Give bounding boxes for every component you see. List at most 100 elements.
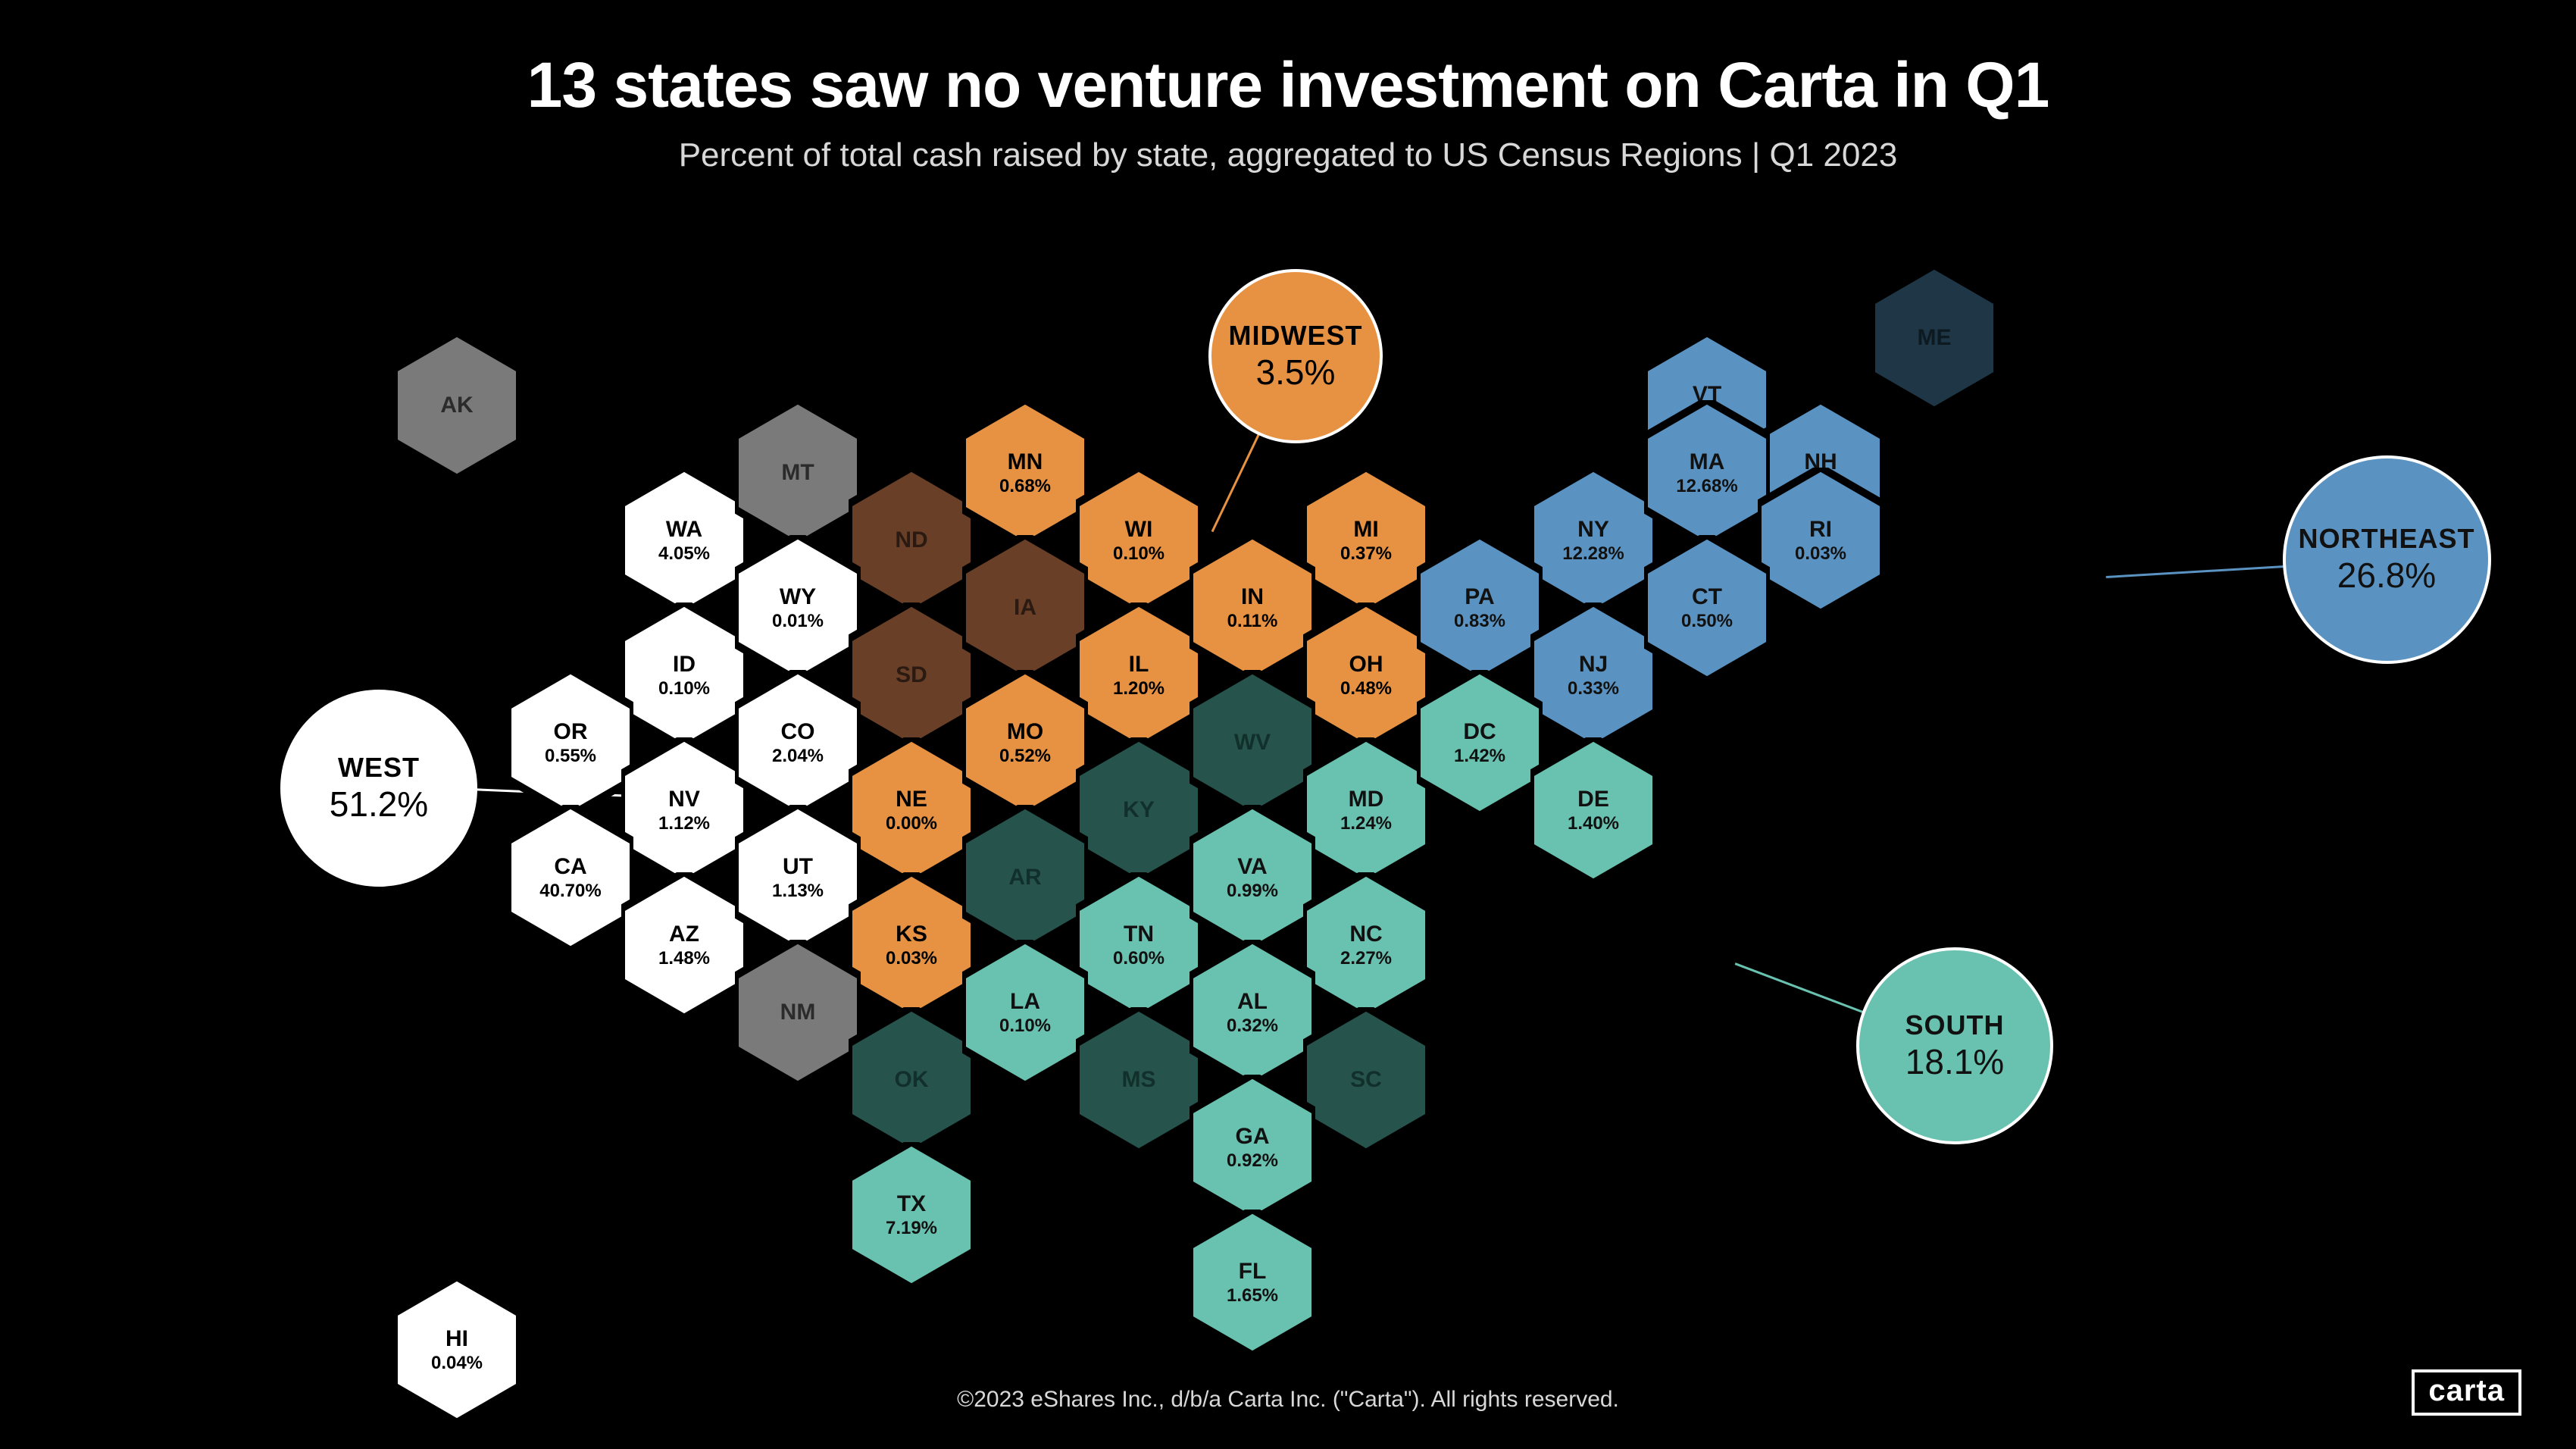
state-hex-ok: OK	[849, 1007, 974, 1153]
state-value: 1.12%	[658, 812, 710, 834]
state-hex-nd: ND	[849, 468, 974, 613]
state-hex-nc: NC2.27%	[1303, 872, 1429, 1018]
state-code: NM	[780, 1000, 816, 1026]
state-code: HI	[431, 1326, 483, 1353]
state-value: 0.83%	[1454, 610, 1505, 631]
state-value: 1.20%	[1113, 678, 1165, 699]
state-code: WA	[658, 517, 710, 543]
state-value: 0.01%	[772, 610, 824, 631]
state-value: 0.52%	[999, 745, 1051, 766]
region-bubble-midwest: MIDWEST3.5%	[1208, 269, 1383, 443]
state-code: NC	[1340, 922, 1392, 948]
state-hex-or: OR0.55%	[508, 670, 633, 815]
state-value: 0.99%	[1227, 880, 1278, 901]
region-pct: 26.8%	[2337, 555, 2436, 596]
state-hex-id: ID0.10%	[621, 602, 747, 748]
state-code: VA	[1227, 854, 1278, 881]
state-hex-nj: NJ0.33%	[1530, 602, 1656, 748]
state-value: 0.48%	[1340, 678, 1392, 699]
state-code: CT	[1681, 584, 1733, 611]
state-hex-dc: DC1.42%	[1417, 670, 1543, 815]
state-value: 0.03%	[1795, 543, 1846, 564]
state-hex-ky: KY	[1076, 737, 1202, 883]
state-code: MI	[1340, 517, 1392, 543]
state-code: MD	[1340, 787, 1392, 813]
state-value: 1.40%	[1568, 812, 1619, 834]
state-hex-mo: MO0.52%	[962, 670, 1088, 815]
state-code: IA	[1014, 595, 1036, 621]
state-value: 0.04%	[431, 1352, 483, 1373]
region-label: NORTHEAST	[2299, 523, 2475, 555]
state-code: FL	[1227, 1259, 1278, 1285]
state-value: 0.10%	[658, 678, 710, 699]
state-hex-wy: WY0.01%	[735, 535, 861, 681]
state-value: 1.48%	[658, 947, 710, 969]
state-hex-me: ME	[1871, 265, 1997, 411]
state-code: UT	[772, 854, 824, 881]
state-hex-oh: OH0.48%	[1303, 602, 1429, 748]
state-hex-mn: MN0.68%	[962, 400, 1088, 546]
state-hex-sc: SC	[1303, 1007, 1429, 1153]
state-code: RI	[1795, 517, 1846, 543]
state-value: 12.28%	[1562, 543, 1624, 564]
state-value: 0.37%	[1340, 543, 1392, 564]
state-hex-hi: HI0.04%	[394, 1277, 520, 1422]
region-pct: 18.1%	[1905, 1041, 2004, 1082]
state-value: 0.03%	[886, 947, 937, 969]
state-code: CA	[539, 854, 601, 881]
state-hex-ks: KS0.03%	[849, 872, 974, 1018]
region-pct: 51.2%	[330, 784, 428, 825]
state-hex-tn: TN0.60%	[1076, 872, 1202, 1018]
state-hex-ms: MS	[1076, 1007, 1202, 1153]
hex-map: AKWA4.05%MTNDMN0.68%WI0.10%MI0.37%MEVT0.…	[114, 243, 2462, 1319]
region-bubble-west: WEST51.2%	[280, 690, 477, 887]
state-hex-al: AL0.32%	[1190, 940, 1315, 1085]
region-label: MIDWEST	[1229, 320, 1363, 352]
state-code: WV	[1234, 730, 1271, 756]
state-code: MA	[1676, 449, 1737, 476]
state-code: OR	[545, 719, 596, 746]
state-hex-mi: MI0.37%	[1303, 468, 1429, 613]
state-hex-nm: NM	[735, 940, 861, 1085]
state-hex-in: IN0.11%	[1190, 535, 1315, 681]
state-code: AK	[440, 393, 473, 419]
state-code: NV	[658, 787, 710, 813]
state-hex-ca: CA40.70%	[508, 805, 633, 950]
state-code: WI	[1113, 517, 1165, 543]
state-code: KY	[1123, 797, 1155, 824]
state-value: 1.65%	[1227, 1285, 1278, 1306]
state-code: OK	[895, 1067, 929, 1094]
state-value: 4.05%	[658, 543, 710, 564]
state-hex-de: DE1.40%	[1530, 737, 1656, 883]
state-hex-ga: GA0.92%	[1190, 1075, 1315, 1220]
region-bubble-northeast: NORTHEAST26.8%	[2283, 455, 2491, 664]
state-code: MN	[999, 449, 1051, 476]
state-hex-il: IL1.20%	[1076, 602, 1202, 748]
state-hex-co: CO2.04%	[735, 670, 861, 815]
state-code: ID	[658, 652, 710, 678]
state-hex-mt: MT	[735, 400, 861, 546]
state-code: NE	[886, 787, 937, 813]
state-value: 0.32%	[1227, 1015, 1278, 1036]
state-code: NY	[1562, 517, 1624, 543]
state-value: 0.55%	[545, 745, 596, 766]
state-hex-ia: IA	[962, 535, 1088, 681]
carta-logo: carta	[2412, 1369, 2521, 1416]
state-code: DC	[1454, 719, 1505, 746]
state-code: IN	[1227, 584, 1278, 611]
state-code: GA	[1227, 1124, 1278, 1150]
state-hex-ri: RI0.03%	[1758, 468, 1884, 613]
state-value: 0.10%	[1113, 543, 1165, 564]
state-hex-ma: MA12.68%	[1644, 400, 1770, 546]
state-hex-ne: NE0.00%	[849, 737, 974, 883]
state-code: NJ	[1568, 652, 1619, 678]
state-code: MS	[1122, 1067, 1156, 1094]
state-code: KS	[886, 922, 937, 948]
region-label: SOUTH	[1905, 1009, 2005, 1041]
state-hex-la: LA0.10%	[962, 940, 1088, 1085]
state-code: CO	[772, 719, 824, 746]
state-hex-tx: TX7.19%	[849, 1142, 974, 1288]
state-value: 0.10%	[999, 1015, 1051, 1036]
state-code: OH	[1340, 652, 1392, 678]
state-value: 40.70%	[539, 880, 601, 901]
